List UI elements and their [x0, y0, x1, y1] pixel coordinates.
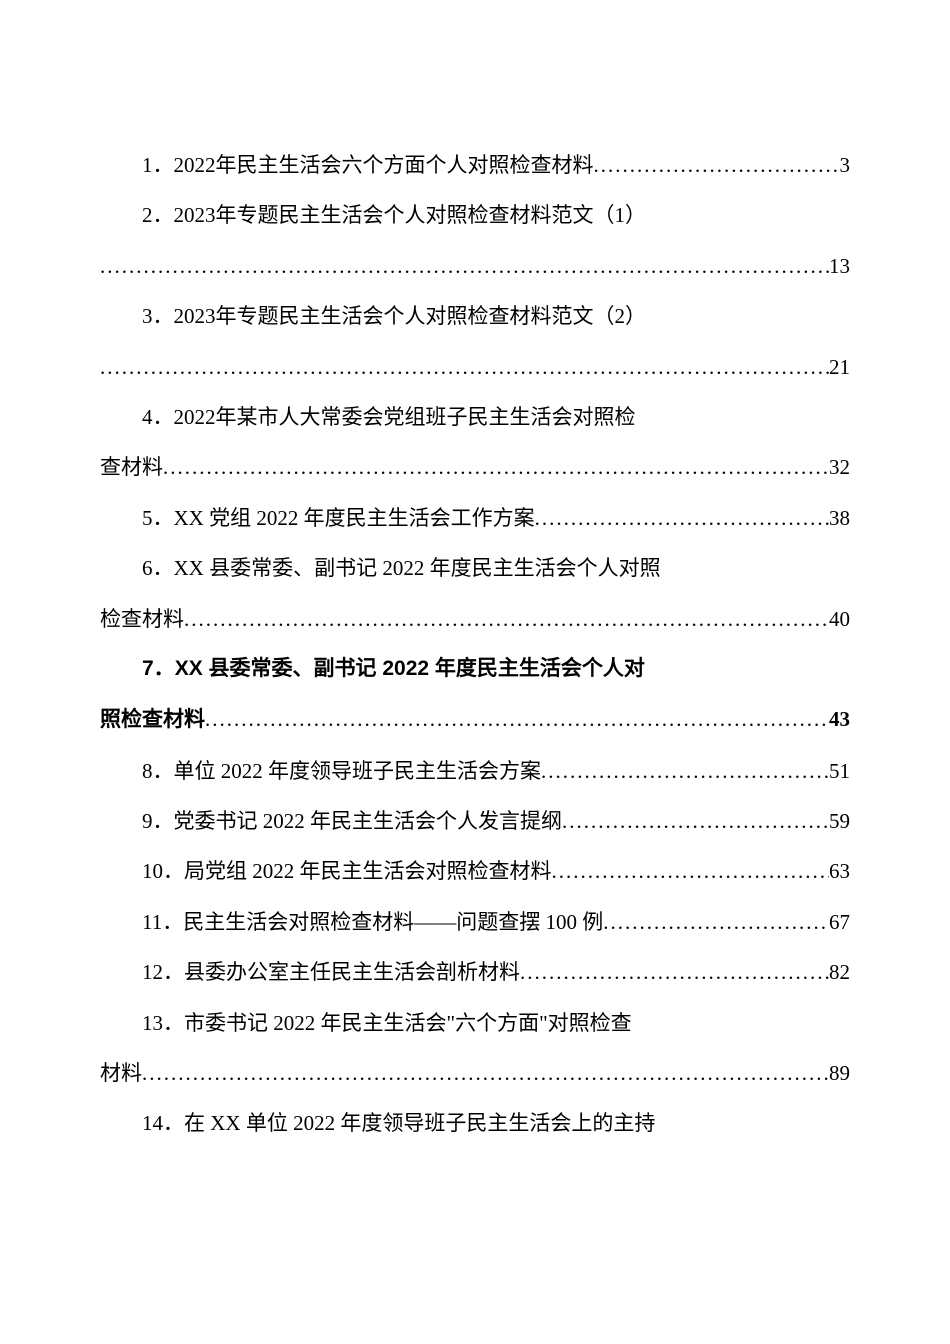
toc-page-number: 51 — [829, 746, 850, 796]
toc-number: 4． — [142, 392, 174, 442]
toc-entry-continuation: ........................................… — [100, 342, 850, 392]
toc-entry: 12．县委办公室主任民主生活会剖析材料.....................… — [100, 947, 850, 997]
toc-number: 14． — [142, 1098, 184, 1148]
toc-page-number: 59 — [829, 796, 850, 846]
toc-entry: 5．XX 党组 2022 年度民主生活会工作方案................… — [100, 493, 850, 543]
toc-page-number: 38 — [829, 493, 850, 543]
toc-page-number: 13 — [829, 241, 850, 291]
toc-leader: ........................................… — [163, 442, 829, 492]
toc-entry-continuation: 检查材料....................................… — [100, 594, 850, 644]
toc-entry: 11．民主生活会对照检查材料——问题查摆 100 例..............… — [100, 897, 850, 947]
toc-number: 8． — [142, 746, 174, 796]
toc-leader: ........................................… — [142, 1048, 829, 1098]
toc-leader: ........................................… — [205, 694, 829, 744]
toc-leader: ........................................… — [541, 746, 829, 796]
toc-entry-continuation: 照检查材料...................................… — [100, 694, 850, 745]
toc-page-number: 43 — [829, 694, 850, 744]
toc-title: 局党组 2022 年民主生活会对照检查材料 — [184, 846, 552, 896]
toc-continuation-text: 照检查材料 — [100, 695, 205, 745]
toc-entry: 10．局党组 2022 年民主生活会对照检查材料................… — [100, 846, 850, 896]
toc-page-number: 63 — [829, 846, 850, 896]
toc-number: 11． — [142, 897, 183, 947]
toc-title: 2023年专题民主生活会个人对照检查材料范文（1） — [174, 190, 647, 240]
toc-title: 县委办公室主任民主生活会剖析材料 — [184, 947, 520, 997]
toc-page-number: 3 — [840, 140, 851, 190]
toc-number: 6． — [142, 543, 174, 593]
toc-title: 民主生活会对照检查材料——问题查摆 100 例 — [183, 897, 603, 947]
toc-entry-continuation: 查材料.....................................… — [100, 442, 850, 492]
toc-number: 9． — [142, 796, 174, 846]
toc-leader: ........................................… — [520, 947, 829, 997]
toc-number: 2． — [142, 190, 174, 240]
toc-number: 3． — [142, 291, 174, 341]
toc-continuation-text: 材料 — [100, 1048, 142, 1098]
toc-page-number: 40 — [829, 594, 850, 644]
toc-number: 5． — [142, 493, 174, 543]
toc-number: 7． — [142, 644, 175, 694]
toc-leader: ........................................… — [603, 897, 829, 947]
table-of-contents: 1．2022年民主生活会六个方面个人对照检查材料................… — [100, 140, 850, 1149]
toc-title: 2022年某市人大常委会党组班子民主生活会对照检 — [174, 392, 636, 442]
toc-page-number: 82 — [829, 947, 850, 997]
toc-title: 在 XX 单位 2022 年度领导班子民主生活会上的主持 — [184, 1098, 655, 1148]
toc-entry: 4．2022年某市人大常委会党组班子民主生活会对照检 — [100, 392, 850, 442]
toc-leader: ........................................… — [594, 140, 840, 190]
toc-entry: 7．XX 县委常委、副书记 2022 年度民主生活会个人对 — [100, 644, 850, 694]
toc-leader: ........................................… — [535, 493, 829, 543]
toc-number: 12． — [142, 947, 184, 997]
toc-page-number: 32 — [829, 442, 850, 492]
toc-entry: 8．单位 2022 年度领导班子民主生活会方案.................… — [100, 746, 850, 796]
toc-leader: ........................................… — [100, 241, 829, 291]
toc-entry: 2．2023年专题民主生活会个人对照检查材料范文（1） — [100, 190, 850, 240]
toc-entry-continuation: 材料......................................… — [100, 1048, 850, 1098]
toc-continuation-text: 检查材料 — [100, 594, 184, 644]
toc-title: 单位 2022 年度领导班子民主生活会方案 — [174, 746, 542, 796]
toc-title: XX 党组 2022 年度民主生活会工作方案 — [174, 493, 535, 543]
toc-title: XX 县委常委、副书记 2022 年度民主生活会个人对照 — [174, 543, 661, 593]
toc-title: XX 县委常委、副书记 2022 年度民主生活会个人对 — [175, 644, 645, 694]
toc-page-number: 67 — [829, 897, 850, 947]
toc-page-number: 21 — [829, 342, 850, 392]
toc-title: 市委书记 2022 年民主生活会"六个方面"对照检查 — [184, 998, 632, 1048]
toc-entry: 6．XX 县委常委、副书记 2022 年度民主生活会个人对照 — [100, 543, 850, 593]
toc-number: 13． — [142, 998, 184, 1048]
toc-leader: ........................................… — [562, 796, 829, 846]
toc-continuation-text: 查材料 — [100, 442, 163, 492]
toc-leader: ........................................… — [100, 342, 829, 392]
toc-number: 1． — [142, 140, 174, 190]
toc-entry: 3．2023年专题民主生活会个人对照检查材料范文（2） — [100, 291, 850, 341]
toc-leader: ........................................… — [184, 594, 829, 644]
toc-entry: 1．2022年民主生活会六个方面个人对照检查材料................… — [100, 140, 850, 190]
toc-entry: 9．党委书记 2022 年民主生活会个人发言提纲................… — [100, 796, 850, 846]
toc-title: 党委书记 2022 年民主生活会个人发言提纲 — [174, 796, 563, 846]
toc-title: 2022年民主生活会六个方面个人对照检查材料 — [174, 140, 594, 190]
toc-number: 10． — [142, 846, 184, 896]
toc-entry-continuation: ........................................… — [100, 241, 850, 291]
toc-entry: 14．在 XX 单位 2022 年度领导班子民主生活会上的主持 — [100, 1098, 850, 1148]
toc-leader: ........................................… — [552, 846, 830, 896]
toc-entry: 13．市委书记 2022 年民主生活会"六个方面"对照检查 — [100, 998, 850, 1048]
toc-page-number: 89 — [829, 1048, 850, 1098]
toc-title: 2023年专题民主生活会个人对照检查材料范文（2） — [174, 291, 647, 341]
